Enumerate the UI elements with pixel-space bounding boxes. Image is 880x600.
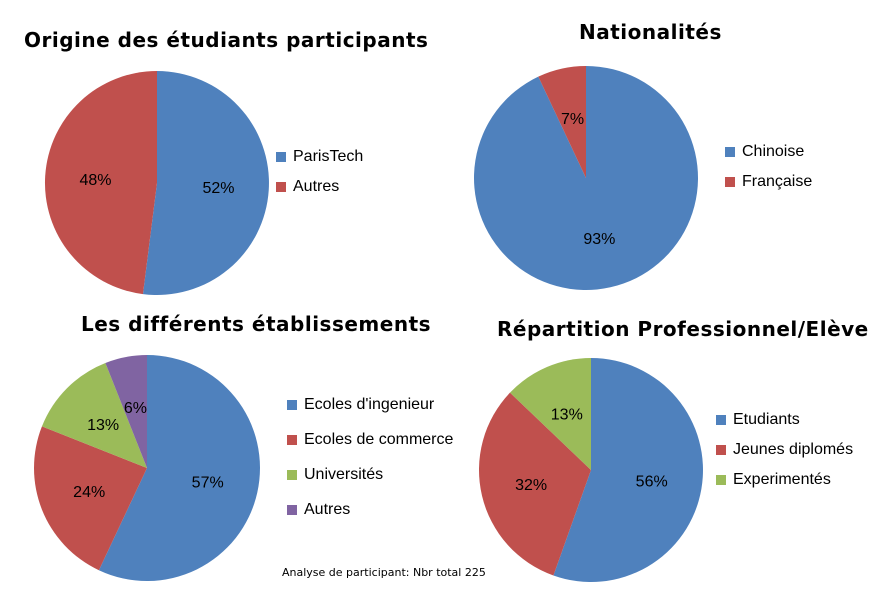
data-label-autres: 6% xyxy=(124,400,147,417)
legend-item-autres: Autres xyxy=(276,172,363,202)
footer-note: Analyse de participant: Nbr total 225 xyxy=(282,566,486,579)
pie-slice-universites xyxy=(41,362,147,468)
legend-label: ParisTech xyxy=(293,148,364,165)
legend-label: Ecoles de commerce xyxy=(304,430,454,448)
pie-slice-ecoles-de-commerce xyxy=(34,426,147,571)
legend-label: Etudiants xyxy=(733,411,800,428)
legend-etablissements: Ecoles d'ingenieur Ecoles de commerce Univ… xyxy=(287,387,453,527)
legend-swatch xyxy=(716,445,726,455)
legend-item-universites: Universités xyxy=(287,457,453,492)
legend-swatch xyxy=(276,182,286,192)
pie-slice-jeunes-diplomes xyxy=(478,392,591,576)
data-label-etudiants: 56% xyxy=(636,474,668,491)
data-label-universites: 13% xyxy=(87,417,119,434)
legend-item-autres: Autres xyxy=(287,492,453,527)
legend-swatch xyxy=(287,399,297,410)
legend-item-jeunes-diplomes: Jeunes diplomés xyxy=(716,435,853,465)
legend-label: Experimentés xyxy=(733,471,831,488)
legend-label: Autres xyxy=(304,500,351,518)
chart-title-etablissements: Les différents établissements xyxy=(81,312,432,336)
data-label-ecoles-d-ingenieur: 57% xyxy=(192,475,224,492)
pie-slice-experimentes xyxy=(509,358,591,470)
data-label-chinoise: 93% xyxy=(583,231,615,248)
data-label-experimentes: 13% xyxy=(551,406,583,423)
legend-label: Jeunes diplomés xyxy=(733,441,854,458)
legend-nationalites: Chinoise Française xyxy=(725,137,812,197)
legend-label: Chinoise xyxy=(742,143,805,160)
pie-slice-ecoles-d-ingenieur xyxy=(98,355,260,582)
legend-item-paristech: ParisTech xyxy=(276,142,363,172)
data-label-autres: 48% xyxy=(79,172,111,189)
pie-slice-autres xyxy=(44,71,158,295)
legend-swatch xyxy=(716,415,726,425)
legend-item-etudiants: Etudiants xyxy=(716,405,853,435)
pie-slice-francaise xyxy=(538,66,586,178)
legend-swatch xyxy=(287,434,297,445)
data-label-ecoles-de-commerce: 24% xyxy=(73,484,105,501)
pie-slice-chinoise xyxy=(473,66,698,290)
legend-label: Française xyxy=(742,173,813,190)
legend-swatch xyxy=(725,177,735,187)
legend-swatch xyxy=(725,147,735,157)
legend-swatch xyxy=(287,469,297,480)
legend-label: Ecoles d'ingenieur xyxy=(304,395,435,413)
pie-slice-autres xyxy=(105,355,147,468)
legend-item-chinoise: Chinoise xyxy=(725,137,812,167)
data-label-jeunes-diplomes: 32% xyxy=(515,477,547,494)
data-label-francaise: 7% xyxy=(561,111,584,128)
legend-swatch xyxy=(276,152,286,162)
legend-swatch xyxy=(287,504,297,515)
pie-slice-etudiants xyxy=(553,358,703,583)
pie-slice-paristech xyxy=(142,71,269,295)
chart-title-nationalites: Nationalités xyxy=(579,20,722,44)
legend-item-francaise: Française xyxy=(725,167,812,197)
chart-title-repartition: Répartition Professionnel/Elève xyxy=(497,317,869,341)
data-label-paristech: 52% xyxy=(202,180,234,197)
legend-origine: ParisTech Autres xyxy=(276,142,363,202)
legend-label: Autres xyxy=(293,178,340,195)
legend-item-ecoles-de-commerce: Ecoles de commerce xyxy=(287,422,453,457)
legend-item-experimentes: Experimentés xyxy=(716,465,853,495)
legend-item-ecoles-d-ingenieur: Ecoles d'ingenieur xyxy=(287,387,453,422)
chart-title-origine: Origine des étudiants participants xyxy=(24,28,429,52)
legend-label: Universités xyxy=(304,465,384,483)
legend-repartition: Etudiants Jeunes diplomés Experimentés xyxy=(716,405,853,495)
legend-swatch xyxy=(716,475,726,485)
